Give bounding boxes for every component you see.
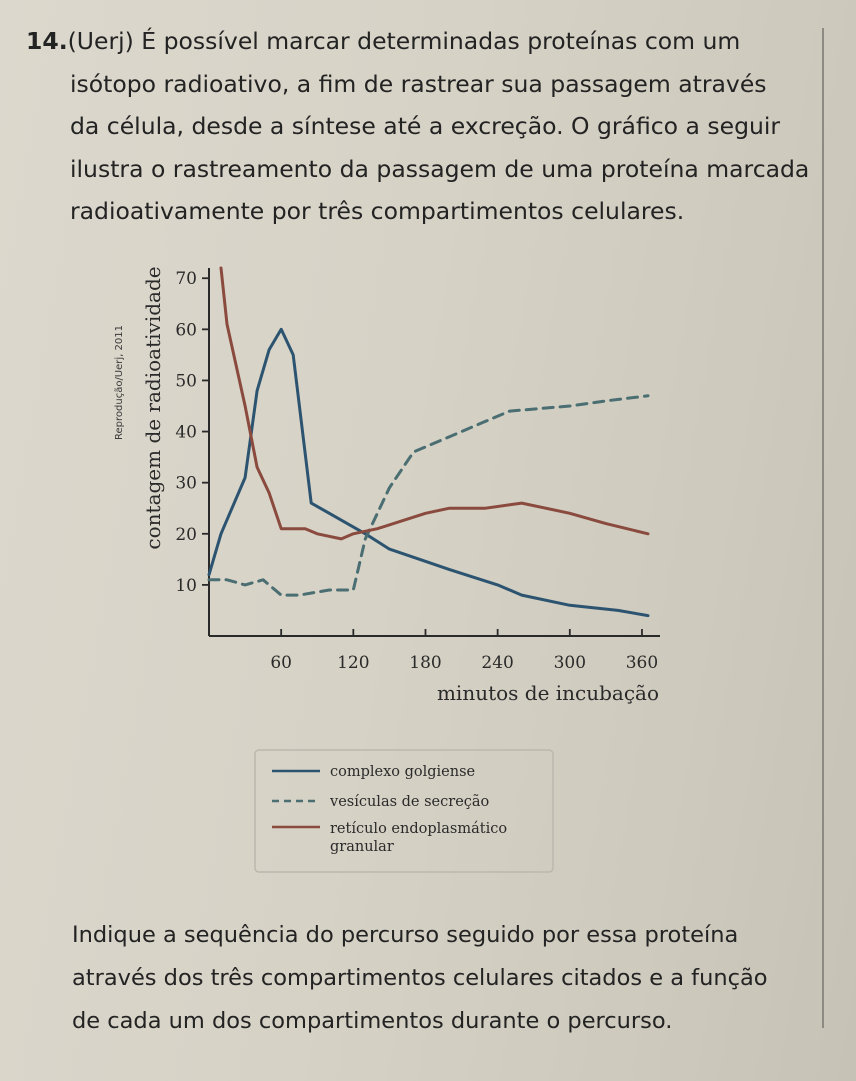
prompt-line-2: através dos três compartimentos celulare…	[72, 965, 768, 991]
question-text: 14.(Uerj) É possível marcar determinadas…	[26, 20, 810, 233]
y-tick-label-20: 20	[175, 525, 197, 545]
question-line-4: ilustra o rastreamento da passagem de um…	[70, 154, 810, 183]
page-margin-line	[822, 28, 824, 1028]
legend-label-vesicles: vesículas de secreção	[329, 794, 489, 810]
y-tick-label-10: 10	[175, 576, 197, 596]
x-tick-label-240: 240	[481, 653, 513, 673]
y-tick-label-60: 60	[175, 320, 197, 340]
x-tick-label-360: 360	[626, 653, 658, 673]
question-line-2: isótopo radioativo, a fim de rastrear su…	[70, 69, 767, 98]
y-tick-label-70: 70	[175, 269, 197, 289]
series-line-reticulo-endoplasmatico-granular	[219, 266, 650, 541]
prompt-line-3: de cada um dos compartimentos durante o …	[72, 1008, 673, 1034]
chart-credit: Reprodução/Uerj, 2011	[114, 325, 125, 440]
legend: complexo golgiense vesículas de secreção…	[254, 749, 554, 873]
prompt-text: Indique a sequência do percurso seguido …	[72, 914, 832, 1043]
y-tick-label-50: 50	[175, 371, 197, 391]
y-tick-label-30: 30	[175, 474, 197, 494]
y-axis-label: contagem de radioatividade	[141, 266, 165, 549]
legend-label-reticulum-cont: granular	[330, 839, 394, 855]
x-tick-label-180: 180	[409, 653, 441, 673]
legend-label-golgi: complexo golgiense	[330, 764, 475, 780]
question-line-3: da célula, desde a síntese até a excreçã…	[70, 112, 781, 140]
x-tick-label-300: 300	[554, 653, 586, 673]
x-axis-label: minutos de incubação	[437, 681, 659, 705]
question-line-1: 14.(Uerj) É possível marcar determinadas…	[26, 27, 741, 55]
y-tick-label-40: 40	[175, 423, 197, 443]
x-tick-label-120: 120	[337, 653, 369, 673]
legend-box	[254, 749, 554, 873]
legend-label-reticulum: retículo endoplasmático	[330, 821, 507, 837]
prompt-line-1: Indique a sequência do percurso seguido …	[72, 922, 739, 948]
series-line-complexo-golgiense	[207, 327, 650, 618]
x-tick-label-60: 60	[270, 653, 292, 673]
series-line-vesiculas-de-secrecao	[207, 394, 650, 597]
question-line-5: radioativamente por três compartimentos …	[70, 197, 685, 225]
question-number: 14.	[26, 27, 68, 55]
